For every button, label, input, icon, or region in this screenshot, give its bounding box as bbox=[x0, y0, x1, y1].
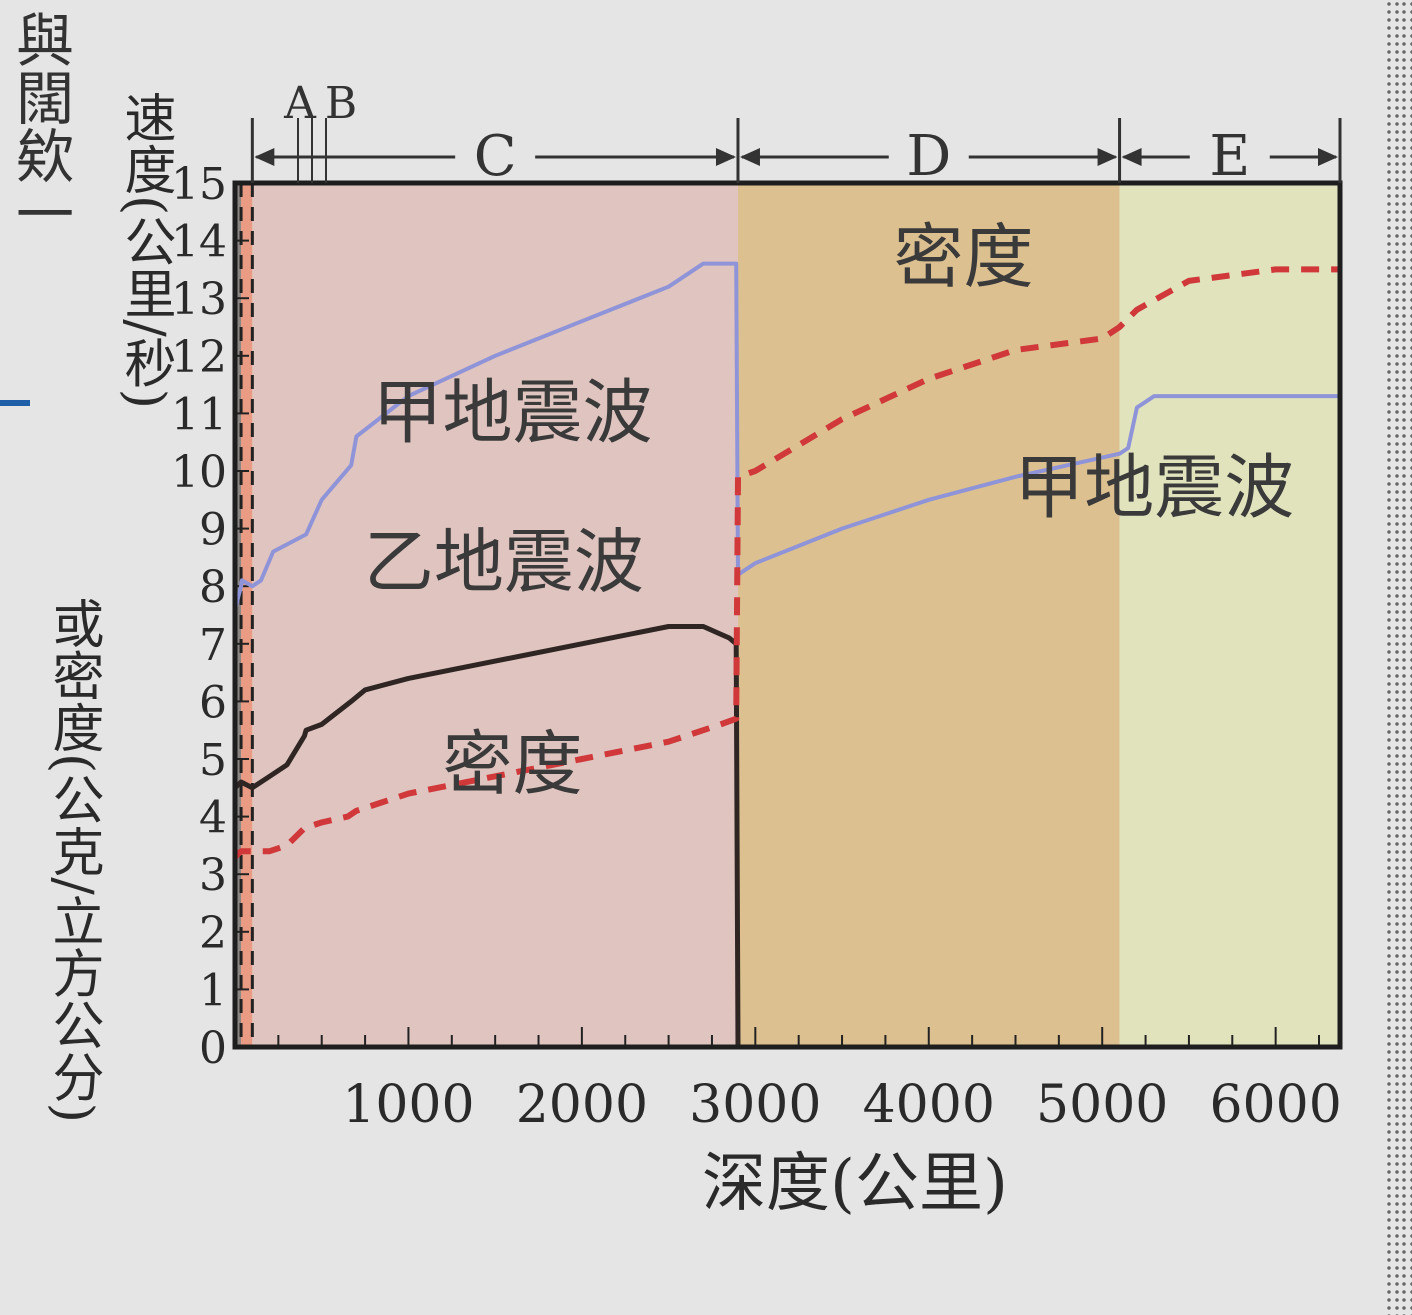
x-axis-label: 深度(公里) bbox=[702, 1147, 1008, 1221]
y-tick-label-4: 4 bbox=[199, 793, 227, 844]
y-tick-label-15: 15 bbox=[171, 159, 227, 210]
zone-e-arrowhead-left bbox=[1122, 148, 1142, 166]
zone-e-band bbox=[1120, 183, 1340, 1047]
annotation-2: 密度 bbox=[443, 723, 583, 805]
y-tick-label-1: 1 bbox=[199, 965, 227, 1016]
zone-d-arrowhead-right bbox=[1098, 148, 1118, 166]
annotation-4: 甲地震波 bbox=[1014, 446, 1294, 528]
y-tick-label-8: 8 bbox=[199, 562, 227, 613]
x-tick-label-2000: 2000 bbox=[516, 1075, 648, 1135]
y-tick-label-7: 7 bbox=[199, 620, 227, 671]
zone-d-arrowhead-left bbox=[740, 148, 760, 166]
zone-d-band bbox=[738, 183, 1120, 1047]
annotation-0: 甲地震波 bbox=[373, 371, 653, 453]
x-tick-label-5000: 5000 bbox=[1036, 1075, 1168, 1135]
zone-label-b: B bbox=[325, 78, 357, 129]
zone-c-arrowhead-right bbox=[716, 148, 736, 166]
annotation-3: 密度 bbox=[893, 216, 1033, 298]
y-tick-label-13: 13 bbox=[171, 274, 227, 325]
y-tick-label-6: 6 bbox=[199, 677, 227, 728]
y-tick-label-3: 3 bbox=[199, 850, 227, 901]
y-tick-label-0: 0 bbox=[199, 1023, 227, 1074]
zone-e-arrowhead-right bbox=[1318, 148, 1338, 166]
x-tick-label-3000: 3000 bbox=[689, 1075, 821, 1135]
zone-label-d: D bbox=[906, 124, 951, 189]
zones-layer bbox=[235, 183, 1340, 1047]
y-tick-label-12: 12 bbox=[171, 332, 227, 383]
zone-c-arrowhead-left bbox=[254, 148, 274, 166]
zone-label-c: C bbox=[474, 124, 517, 189]
x-tick-label-1000: 1000 bbox=[342, 1075, 474, 1135]
y-tick-label-5: 5 bbox=[199, 735, 227, 786]
y-tick-label-14: 14 bbox=[171, 217, 227, 268]
y-tick-label-9: 9 bbox=[199, 505, 227, 556]
y-tick-label-2: 2 bbox=[199, 908, 227, 959]
annotation-1: 乙地震波 bbox=[364, 521, 644, 603]
y-tick-label-11: 11 bbox=[171, 389, 227, 440]
x-tick-label-6000: 6000 bbox=[1209, 1075, 1341, 1135]
zone-c-band bbox=[252, 183, 738, 1047]
zone-label-e: E bbox=[1209, 124, 1250, 189]
zone-b-band bbox=[241, 183, 252, 1047]
y-tick-label-10: 10 bbox=[171, 447, 227, 498]
x-tick-label-4000: 4000 bbox=[863, 1075, 995, 1135]
